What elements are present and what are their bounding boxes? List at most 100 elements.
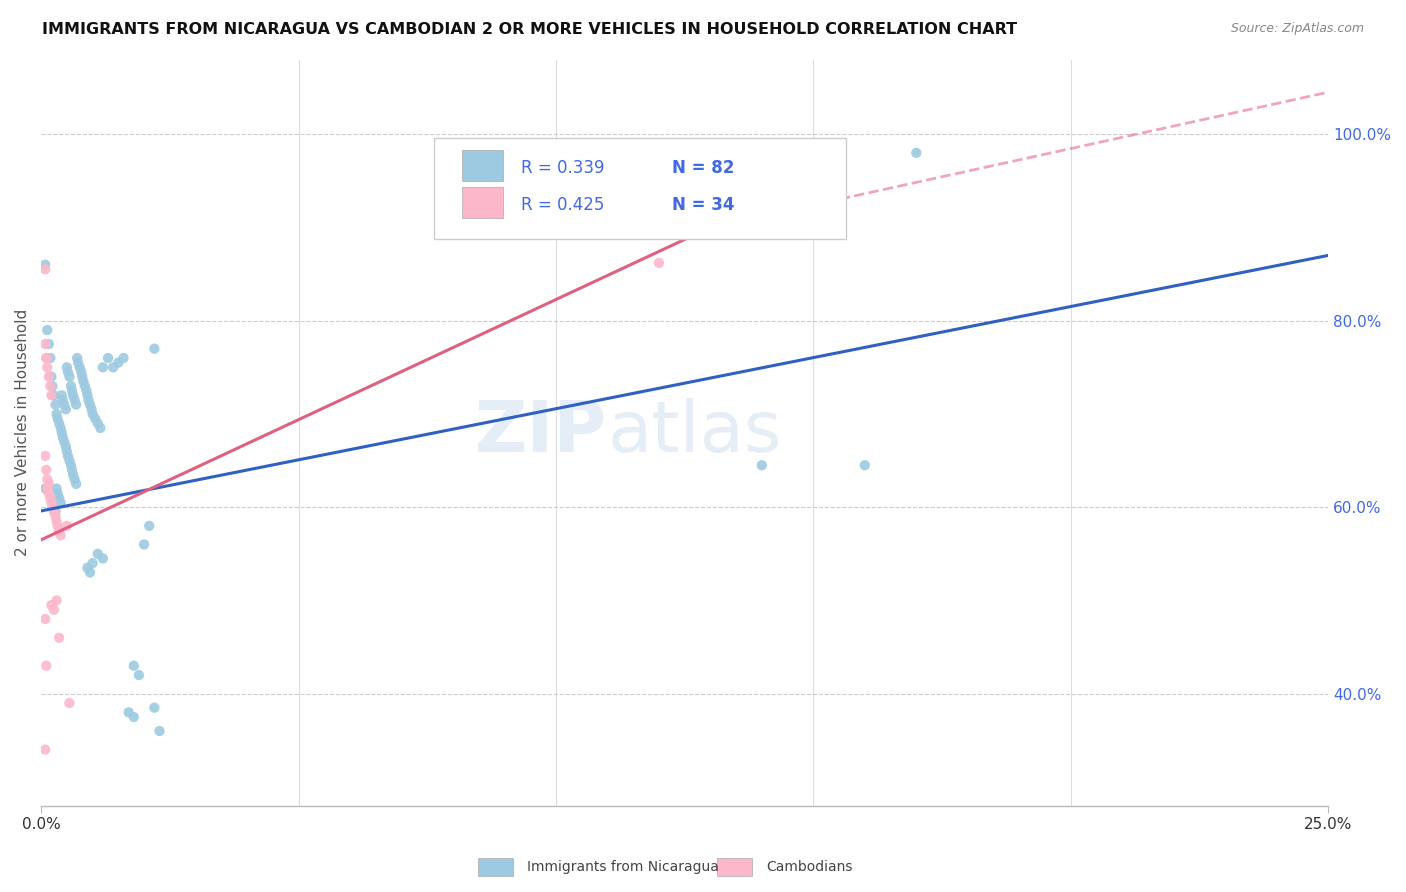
Point	[49, 495, 72, 509]
Point	[45, 482, 67, 496]
Point	[103, 360, 125, 375]
Point	[44, 509, 66, 524]
Point	[34, 612, 56, 626]
Point	[48, 491, 70, 505]
Point	[52, 392, 75, 407]
Text: atlas: atlas	[607, 398, 782, 467]
Point	[65, 476, 87, 491]
Point	[38, 369, 60, 384]
Text: Cambodians: Cambodians	[766, 860, 853, 874]
FancyBboxPatch shape	[463, 187, 503, 219]
Point	[82, 556, 104, 570]
Point	[49, 528, 72, 542]
Point	[62, 467, 84, 482]
Point	[35, 463, 58, 477]
Point	[79, 566, 101, 580]
Point	[62, 388, 84, 402]
Point	[53, 398, 76, 412]
Point	[42, 505, 65, 519]
Point	[52, 430, 75, 444]
Point	[63, 392, 86, 407]
Point	[42, 603, 65, 617]
Point	[80, 402, 103, 417]
Point	[77, 392, 100, 407]
Point	[44, 398, 66, 412]
Point	[45, 407, 67, 421]
Point	[55, 402, 77, 417]
Point	[75, 384, 97, 398]
Point	[87, 417, 110, 431]
Point	[905, 145, 928, 160]
Point	[56, 519, 79, 533]
Point	[39, 379, 62, 393]
Point	[65, 398, 87, 412]
Point	[37, 850, 59, 864]
Point	[58, 696, 80, 710]
Point	[76, 388, 98, 402]
Point	[37, 482, 59, 496]
Point	[37, 323, 59, 337]
Point	[35, 351, 58, 365]
Point	[44, 505, 66, 519]
Point	[41, 500, 63, 515]
Point	[91, 360, 114, 375]
Point	[48, 631, 70, 645]
Point	[37, 360, 59, 375]
Point	[35, 351, 58, 365]
Point	[72, 369, 94, 384]
Point	[60, 463, 83, 477]
Point	[128, 668, 150, 682]
Point	[56, 365, 79, 379]
FancyBboxPatch shape	[463, 150, 503, 181]
Point	[45, 514, 67, 528]
Text: N = 34: N = 34	[672, 196, 734, 214]
Point	[34, 449, 56, 463]
Point	[122, 710, 145, 724]
Point	[56, 360, 79, 375]
Point	[46, 519, 69, 533]
Point	[70, 365, 93, 379]
Point	[34, 262, 56, 277]
Point	[60, 384, 83, 398]
Point	[49, 421, 72, 435]
Point	[648, 256, 671, 270]
Point	[34, 337, 56, 351]
Point	[87, 547, 110, 561]
Point	[41, 369, 63, 384]
Point	[34, 258, 56, 272]
Point	[84, 411, 107, 425]
Point	[48, 417, 70, 431]
Point	[69, 360, 91, 375]
Point	[59, 458, 82, 473]
Point	[138, 519, 160, 533]
Point	[132, 537, 155, 551]
Point	[46, 486, 69, 500]
Point	[56, 444, 79, 458]
Point	[42, 388, 65, 402]
Point	[34, 482, 56, 496]
Point	[41, 388, 63, 402]
Point	[72, 374, 94, 388]
Point	[117, 706, 139, 720]
Point	[53, 434, 76, 449]
Point	[59, 379, 82, 393]
Point	[67, 356, 90, 370]
Point	[91, 551, 114, 566]
Text: R = 0.339: R = 0.339	[522, 159, 605, 177]
Point	[143, 700, 166, 714]
Point	[66, 351, 89, 365]
Point	[51, 425, 73, 440]
Point	[853, 458, 876, 473]
Point	[41, 379, 63, 393]
Y-axis label: 2 or more Vehicles in Household: 2 or more Vehicles in Household	[15, 309, 30, 557]
Point	[48, 524, 70, 538]
Point	[97, 351, 120, 365]
Point	[38, 476, 60, 491]
Point	[35, 658, 58, 673]
Point	[41, 495, 63, 509]
Point	[751, 458, 773, 473]
Text: Immigrants from Nicaragua: Immigrants from Nicaragua	[527, 860, 718, 874]
Point	[55, 440, 77, 454]
Point	[82, 407, 104, 421]
Point	[38, 337, 60, 351]
